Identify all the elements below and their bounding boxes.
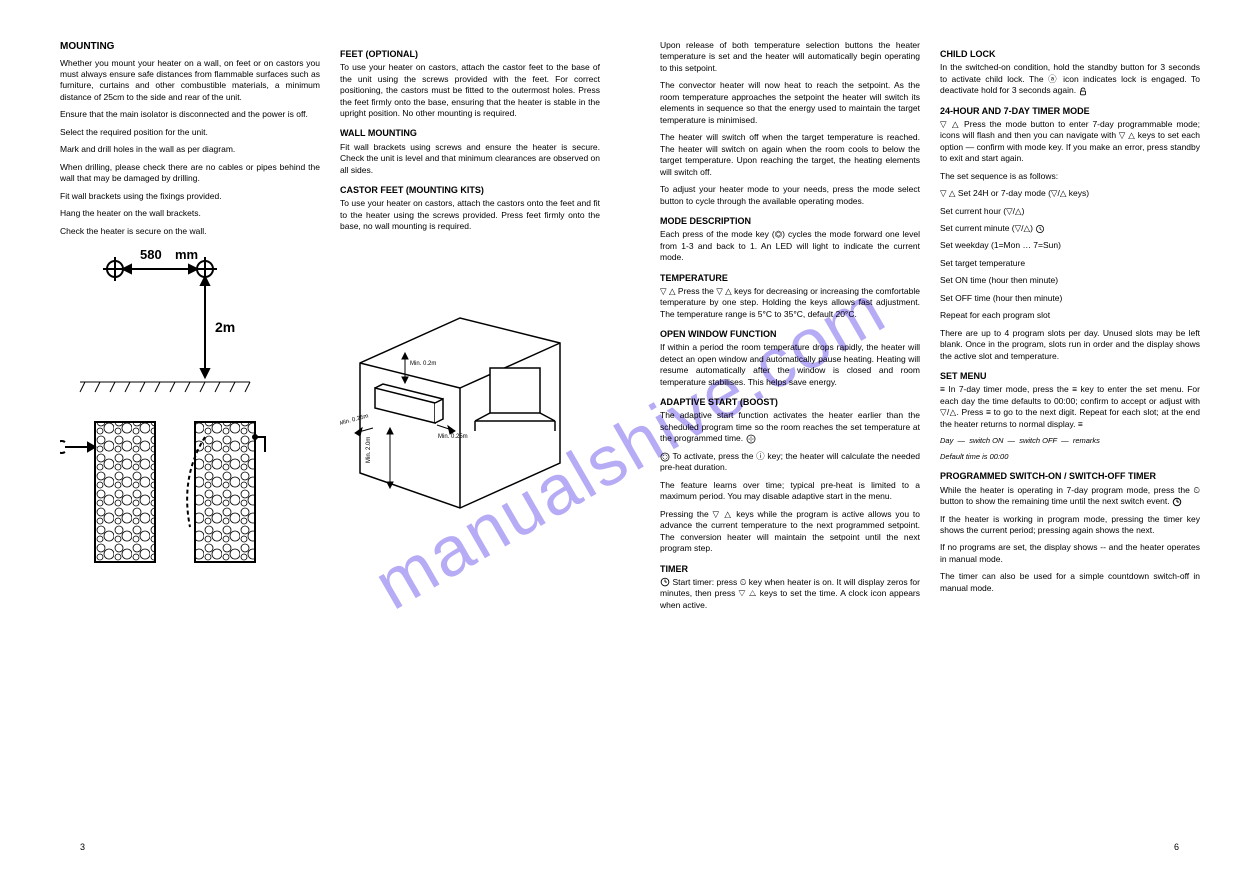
info-circle-icon — [746, 433, 756, 443]
menu-lines-icon: ≡ — [1078, 419, 1083, 429]
brackets-body: Fit wall brackets using screws and ensur… — [340, 142, 600, 176]
menu-lines-icon: ≡ — [940, 384, 945, 394]
set-menu-body: ≡ In 7-day timer mode, press the ≡ key t… — [940, 384, 1200, 430]
weekly-heading: 24-HOUR AND 7-DAY TIMER MODE — [940, 105, 1200, 117]
mounting-item-3: When drilling, please check there are no… — [60, 162, 320, 185]
sequence-7: Repeat for each program slot — [940, 310, 1200, 321]
clock-bold-icon — [1172, 496, 1182, 506]
clearance-right-label: Min. 0.25m — [438, 434, 468, 440]
up-triangle-icon: △ — [952, 119, 960, 129]
dimension-figure: 580 mm 2m — [60, 247, 320, 407]
mounting-item-2: Mark and drill holes in the wall as per … — [60, 144, 320, 155]
mounting-intro: Whether you mount your heater on a wall,… — [60, 58, 320, 104]
left-page: MOUNTING Whether you mount your heater o… — [60, 40, 600, 567]
table-header-row: Day — switch ON — switch OFF — remarks — [940, 436, 1200, 446]
mode-body: Each press of the mode key (⏣) cycles th… — [660, 229, 920, 263]
page-number-left: 3 — [80, 841, 85, 853]
weekly-intro: ▽ △ Press the mode button to enter 7-day… — [940, 119, 1200, 165]
r1-para-3: To adjust your heater mode to your needs… — [660, 184, 920, 207]
boost-body-2: To activate, press the ⓘ key; the heater… — [660, 451, 920, 474]
r1-para-2: The heater will switch off when the targ… — [660, 132, 920, 178]
sequence-2: Set current minute (▽/△) — [940, 223, 1200, 234]
prog-body-3: If no programs are set, the display show… — [940, 542, 1200, 565]
temp-body: ▽ △ Press the ▽ △ keys for decreasing or… — [660, 286, 920, 320]
feet-heading: FEET (OPTIONAL) — [340, 48, 600, 60]
dim-2m-label: 2m — [215, 319, 235, 335]
mounting-item-0: Ensure that the main isolator is disconn… — [60, 109, 320, 120]
r1-para-1: The convector heater will now heat to re… — [660, 80, 920, 126]
boost-body-1: The adaptive start function activates th… — [660, 410, 920, 444]
mounting-item-1: Select the required position for the uni… — [60, 127, 320, 138]
right-col-2: CHILD LOCK In the switched-on condition,… — [940, 40, 1200, 600]
slots-body: There are up to 4 program slots per day.… — [940, 328, 1200, 362]
down-triangle-icon: ▽ — [660, 286, 667, 296]
child-lock-body: In the switched-on condition, hold the s… — [940, 62, 1200, 96]
castors-body: To use your heater on castors, attach th… — [340, 198, 600, 232]
dim-mm-label: mm — [175, 247, 198, 262]
castors-heading: CASTOR FEET (MOUNTING KITS) — [340, 184, 600, 196]
child-lock-heading: CHILD LOCK — [940, 48, 1200, 60]
room-clearance-figure: Min. 0.2m Min. 0.25m Min. 0.25m Min. 2.0… — [340, 313, 600, 513]
right-col-1: Upon release of both temperature selecti… — [660, 40, 920, 617]
default-note: Default time is 00:00 — [940, 452, 1200, 462]
prog-body-1: While the heater is operating in 7-day p… — [940, 485, 1200, 508]
mounting-item-5: Hang the heater on the wall brackets. — [60, 208, 320, 219]
open-window-body: If within a period the room temperature … — [660, 342, 920, 388]
up-triangle-icon: △ — [669, 286, 676, 296]
prog-body-4: The timer can also be used for a simple … — [940, 571, 1200, 594]
sequence-0: ▽ △ Set 24H or 7-day mode (▽/△ keys) — [940, 188, 1200, 199]
sequence-3: Set weekday (1=Mon … 7=Sun) — [940, 240, 1200, 251]
page-number-right: 6 — [1174, 841, 1179, 853]
boost-body-3: The feature learns over time; typical pr… — [660, 480, 920, 503]
wall-brackets-heading: WALL MOUNTING — [340, 127, 600, 139]
lock-open-icon — [1078, 85, 1088, 95]
clock-icon — [660, 577, 672, 587]
open-window-heading: OPEN WINDOW FUNCTION — [660, 328, 920, 340]
prog-body-2: If the heater is working in program mode… — [940, 514, 1200, 537]
dim-580-label: 580 — [140, 247, 162, 262]
sequence-5: Set ON time (hour then minute) — [940, 275, 1200, 286]
boost-heading: ADAPTIVE START (BOOST) — [660, 396, 920, 408]
mode-heading: MODE DESCRIPTION — [660, 215, 920, 227]
right-page: Upon release of both temperature selecti… — [660, 40, 1200, 617]
sequence-4: Set target temperature — [940, 258, 1200, 269]
sequence-label: The set sequence is as follows: — [940, 171, 1200, 182]
prog-heading: PROGRAMMED SWITCH-ON / SWITCH-OFF TIMER — [940, 470, 1200, 482]
timer-heading: TIMER — [660, 563, 920, 575]
dots-circle-icon — [660, 451, 672, 461]
mounting-heading: MOUNTING — [60, 40, 320, 54]
timer-body: Start timer: press ⏲ key when heater is … — [660, 577, 920, 611]
clearance-top-label: Min. 0.2m — [410, 361, 436, 367]
clearance-left-label: Min. 0.25m — [340, 413, 369, 426]
down-triangle-icon: ▽ — [940, 119, 948, 129]
sequence-6: Set OFF time (hour then minute) — [940, 293, 1200, 304]
down-triangle-icon: ▽ — [940, 188, 947, 198]
left-col-1: MOUNTING Whether you mount your heater o… — [60, 40, 320, 567]
up-triangle-icon: △ — [949, 188, 956, 198]
clearance-floor-label: Min. 2.0m — [366, 436, 372, 462]
clock-line-icon — [1035, 223, 1045, 233]
mounting-item-4: Fit wall brackets using the fixings prov… — [60, 191, 320, 202]
temp-heading: TEMPERATURE — [660, 272, 920, 284]
wall-bracket-figure — [60, 417, 320, 567]
sequence-1: Set current hour (▽/△) — [940, 206, 1200, 217]
mounting-item-6: Check the heater is secure on the wall. — [60, 226, 320, 237]
set-menu-heading: SET MENU — [940, 370, 1200, 382]
left-col-2: FEET (OPTIONAL) To use your heater on ca… — [340, 40, 600, 513]
pre-body: Pressing the ▽ △ keys while the program … — [660, 509, 920, 555]
r1-para-0: Upon release of both temperature selecti… — [660, 40, 920, 74]
feet-body: To use your heater on castors, attach th… — [340, 62, 600, 119]
